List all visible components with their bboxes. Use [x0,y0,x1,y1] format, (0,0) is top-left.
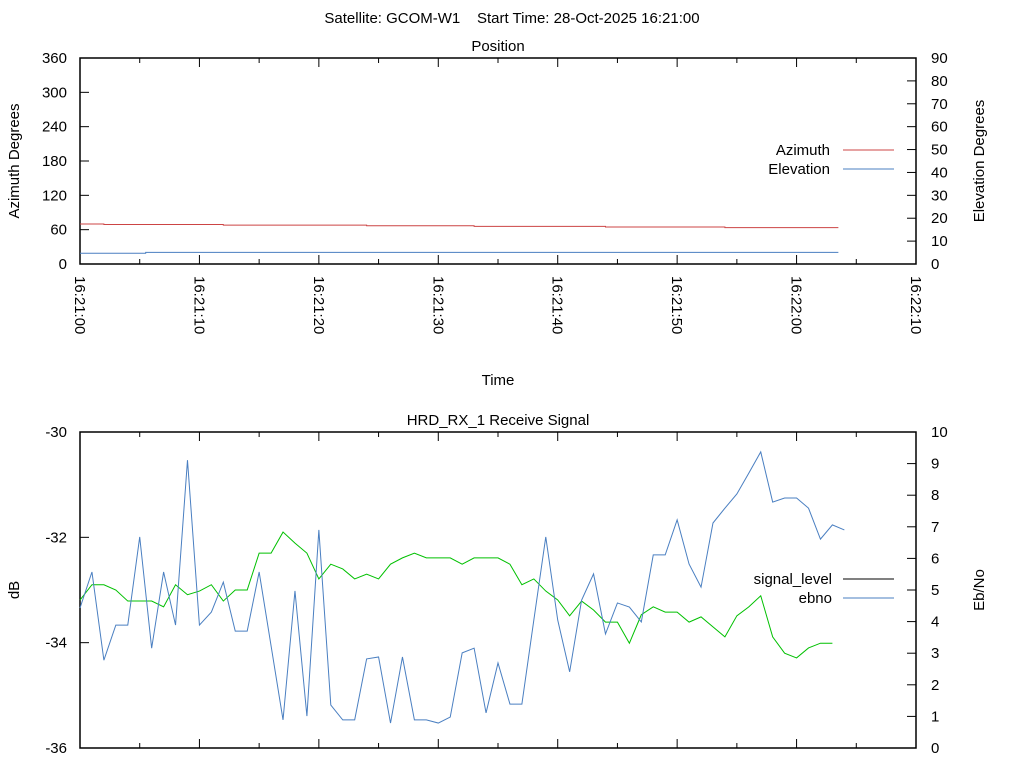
y2-tick-label: 7 [931,519,939,536]
plot-title: Position [471,38,524,55]
y2-tick-label: 80 [931,73,948,90]
y2-tick-label: 9 [931,456,939,473]
y2-axis-label: Elevation Degrees [971,100,988,223]
y2-tick-label: 90 [931,50,948,67]
y2-tick-label: 6 [931,550,939,567]
y2-tick-label: 1 [931,708,939,725]
series-line-ebno [79,450,845,724]
series-line-signal_level [79,531,833,659]
y2-tick-label: 0 [931,256,939,273]
y-axis-label: Azimuth Degrees [6,103,23,218]
receive-signal-plot: HRD_RX_1 Receive Signal -36 -34 -32 -30 0 1 2 3 4… [6,412,988,757]
y2-tick-label: 3 [931,645,939,662]
x-tick-label: 16:21:40 [549,276,566,334]
y2-tick-label: 30 [931,187,948,204]
y2-tick-label: 60 [931,119,948,136]
x-axis-label: Time [482,372,515,389]
x-tick-label: 16:22:10 [907,276,924,334]
x-tick-label: 16:22:00 [788,276,805,334]
series-line-elevation [80,251,839,254]
y-tick-label: -34 [45,635,67,652]
page-title: Satellite: GCOM-W1 Start Time: 28-Oct-20… [324,10,699,27]
y-tick-label: 60 [50,222,67,239]
y-tick-label: 180 [42,153,67,170]
y2-tick-label: 8 [931,487,939,504]
y2-tick-label: 4 [931,614,939,631]
y2-tick-label: 10 [931,233,948,250]
plot-border [79,431,917,749]
y-tick-label: -30 [45,424,67,441]
legend-label-elevation: Elevation [768,161,830,178]
y-tick-label: 0 [59,256,67,273]
y-axis-label: dB [6,581,23,599]
y2-tick-label: 10 [931,424,948,441]
x-tick-label: 16:21:30 [429,276,446,334]
y2-tick-label: 2 [931,677,939,694]
x-tick-label: 16:21:20 [310,276,327,334]
legend-label-ebno: ebno [799,590,832,607]
y-tick-label: -32 [45,529,67,546]
plot-title: HRD_RX_1 Receive Signal [407,412,590,429]
y2-tick-label: 20 [931,210,948,227]
legend-label-signal_level: signal_level [754,571,832,588]
y2-tick-label: 70 [931,96,948,113]
series-line-azimuth [80,223,839,229]
y2-tick-label: 50 [931,142,948,159]
position-plot: Position 16:21:00 16:21:10 16:21:20 16:21:30… [6,38,988,389]
y-tick-label: -36 [45,740,67,757]
y-tick-label: 240 [42,119,67,136]
y2-axis-label: Eb/No [971,569,988,611]
y-tick-label: 120 [42,187,67,204]
legend-label-azimuth: Azimuth [776,142,830,159]
y-tick-label: 300 [42,84,67,101]
x-tick-label: 16:21:00 [71,276,88,334]
y2-tick-label: 0 [931,740,939,757]
x-tick-label: 16:21:50 [668,276,685,334]
y2-tick-label: 5 [931,582,939,599]
y2-tick-label: 40 [931,164,948,181]
y-tick-label: 360 [42,50,67,67]
x-tick-label: 16:21:10 [190,276,207,334]
